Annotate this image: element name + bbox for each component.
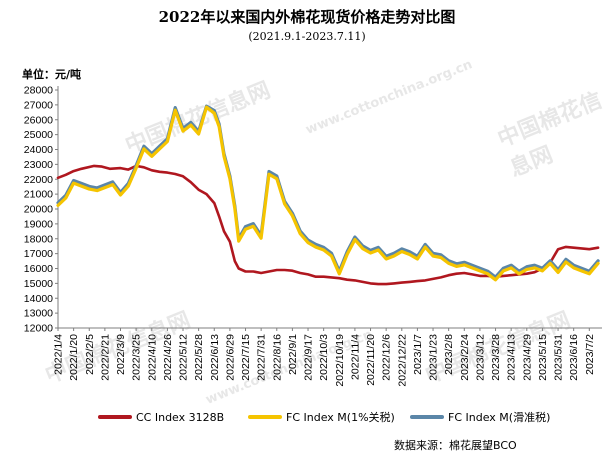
y-tick-label: 19000: [24, 218, 53, 230]
y-tick-label: 25000: [24, 129, 53, 141]
x-tick-label: 2022/3/25: [131, 334, 143, 381]
y-tick-label: 23000: [24, 159, 53, 171]
legend-item-fc-1pct: FC Index M(1%关税): [248, 407, 395, 427]
x-tick-label: 2022/11/20: [365, 334, 377, 386]
x-tick-label: 2022/7/15: [240, 334, 252, 381]
y-tick-label: 13000: [24, 308, 53, 320]
x-tick-label: 2022/11/4: [349, 334, 361, 380]
x-tick-label: 2022/1/4: [53, 334, 65, 375]
x-tick-label: 2022/4/10: [146, 334, 158, 381]
y-tick-label: 14000: [24, 293, 53, 305]
y-tick-label: 12000: [24, 323, 53, 335]
series-line-fc-sliding: [56, 104, 600, 279]
x-tick-label: 2022/2/21: [99, 334, 111, 381]
legend-swatch-fc-sliding: [410, 415, 444, 419]
x-tick-label: 2023/5/15: [537, 334, 549, 381]
x-tick-label: 2022/9/17: [303, 334, 315, 381]
x-tick-label: 2022/10/3: [318, 334, 330, 381]
x-tick-label: 2023/1/23: [428, 334, 440, 381]
x-tick-label: 2022/8/16: [271, 334, 283, 381]
legend-swatch-fc-1pct: [248, 415, 282, 419]
y-tick-label: 26000: [24, 114, 53, 126]
x-tick-label: 2022/6/13: [209, 334, 221, 381]
x-tick-label: 2022/10/19: [334, 334, 346, 387]
chart-subtitle: (2021.9.1-2023.7.11): [248, 30, 366, 43]
y-tick-label: 24000: [24, 144, 53, 156]
x-tick-label: 2023/3/28: [490, 334, 502, 381]
x-tick-label: 2023/2/8: [443, 334, 455, 375]
x-tick-label: 2022/5/28: [193, 334, 205, 381]
y-tick-label: 28000: [24, 85, 53, 97]
x-tick-label: 2022/7/31: [256, 334, 268, 381]
legend-item-fc-sliding: FC Index M(滑准税): [410, 407, 550, 427]
x-tick-label: 2023/7/2: [584, 334, 596, 375]
legend-item-cc-index: CC Index 3128B: [98, 407, 224, 427]
x-tick-label: 2023/1/7: [412, 334, 424, 375]
x-tick-label: 2023/5/31: [553, 334, 565, 381]
x-tick-label: 2022/12/6: [381, 334, 393, 381]
y-tick-label: 18000: [24, 233, 53, 245]
x-tick-label: 2022/3/9: [115, 334, 127, 375]
legend-label-cc-index: CC Index 3128B: [136, 410, 225, 424]
x-tick-label: 2022/4/26: [162, 334, 174, 381]
data-source-note: 数据来源：棉花展望BCO: [394, 439, 517, 452]
y-tick-label: 21000: [24, 189, 53, 201]
chart-title: 2022年以来国内外棉花现货价格走势对比图: [158, 8, 456, 26]
x-tick-label: 2022/1/20: [68, 334, 80, 381]
y-tick-label: 17000: [24, 248, 53, 260]
series-line-fc-1pct: [56, 105, 600, 282]
x-tick-label: 2022/5/12: [178, 334, 190, 381]
x-tick-label: 2022/6/29: [224, 334, 236, 381]
x-tick-label: 2022/12/22: [396, 334, 408, 387]
y-tick-label: 15000: [24, 278, 53, 290]
x-tick-label: 2023/3/12: [474, 334, 486, 381]
x-tick-label: 2023/4/13: [506, 334, 518, 381]
x-tick-label: 2023/2/24: [459, 334, 471, 381]
x-tick-label: 2022/9/1: [287, 334, 299, 375]
legend-swatch-cc-index: [98, 415, 132, 419]
y-tick-label: 27000: [24, 99, 53, 111]
legend-label-fc-sliding: FC Index M(滑准税): [448, 411, 551, 424]
y-tick-label: 16000: [24, 263, 53, 275]
x-tick-label: 2022/2/5: [84, 334, 96, 375]
y-tick-label: 20000: [24, 204, 53, 216]
y-tick-label: 22000: [24, 174, 53, 186]
x-tick-label: 2023/6/16: [568, 334, 580, 381]
x-tick-label: 2023/4/29: [521, 334, 533, 381]
y-axis-unit-label: 单位：元/吨: [22, 68, 82, 81]
legend-label-fc-1pct: FC Index M(1%关税): [286, 411, 395, 424]
series-line-cc-index: [56, 164, 600, 286]
